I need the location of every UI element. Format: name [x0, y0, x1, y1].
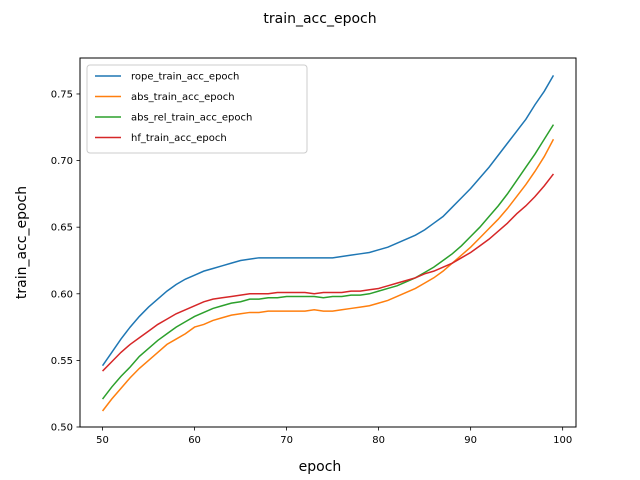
- y-tick-label: 0.75: [51, 89, 73, 100]
- legend-label: hf_train_acc_epoch: [131, 133, 227, 144]
- series-line-1: [101, 74, 555, 367]
- x-tick-label: 60: [188, 435, 201, 446]
- y-tick-label: 0.50: [51, 423, 73, 434]
- x-tick-label: 100: [553, 435, 572, 446]
- x-tick-label: 50: [96, 435, 109, 446]
- plot-lines: [101, 74, 555, 412]
- y-axis: 0.50 0.55 0.60 0.65 0.70 0.75: [51, 89, 80, 434]
- y-tick-label: 0.60: [51, 289, 73, 300]
- axes-frame: [79, 57, 577, 428]
- series-line-4: [102, 173, 555, 372]
- legend-label: rope_train_acc_epoch: [131, 72, 239, 83]
- x-tick-label: 70: [280, 435, 293, 446]
- legend-box: [86, 64, 308, 154]
- series-line-2: [101, 138, 555, 412]
- x-axis-label: epoch: [299, 459, 342, 475]
- series-line-3: [101, 124, 555, 400]
- legend-label: abs_train_acc_epoch: [131, 92, 235, 103]
- x-tick-label: 80: [372, 435, 385, 446]
- legend: rope_train_acc_epoch abs_train_acc_epocha…: [86, 64, 308, 154]
- x-axis: 50 60 70 80 90 100: [96, 427, 572, 446]
- y-tick-label: 0.65: [51, 223, 73, 234]
- x-tick-label: 90: [464, 435, 477, 446]
- y-axis-label: train_acc_epoch: [14, 186, 30, 299]
- y-tick-label: 0.70: [51, 156, 73, 167]
- chart-title: train_acc_epoch: [263, 11, 376, 27]
- legend-label: abs_rel_train_acc_epoch: [131, 113, 252, 124]
- y-tick-label: 0.55: [51, 356, 73, 367]
